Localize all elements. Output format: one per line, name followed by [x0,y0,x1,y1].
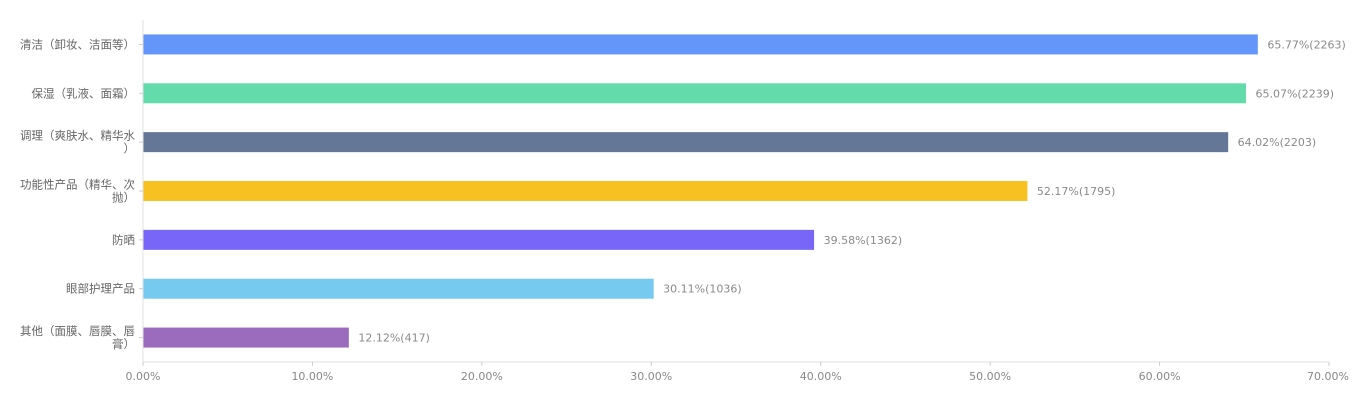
bar-1 [143,34,1258,55]
category-label-1: 清洁（卸妆、洁面等） [20,37,135,51]
category-labels: 清洁（卸妆、洁面等） 保湿（乳液、面霜） 调理（爽肤水、精华水） 功能性产品（精华、次… [20,37,135,351]
category-label-7-line-1: 其他（面膜、唇膜、唇 [20,324,135,338]
x-tick-label-0: 0.00% [126,370,161,383]
bar-3 [143,132,1229,153]
x-tick-label-7: 70.00% [1307,370,1349,383]
category-label-4-line-2: 抛） [112,191,135,205]
x-tick-label-1: 10.00% [291,370,333,383]
data-label-2: 65.07%(2239) [1255,87,1334,100]
bar-4 [143,181,1028,201]
x-tick-label-2: 20.00% [461,370,503,383]
bar-2 [143,83,1246,104]
axes [139,20,1329,363]
data-label-4: 52.17%(1795) [1037,185,1116,198]
x-tick-label-4: 40.00% [800,370,842,383]
x-tick-label-5: 50.00% [969,370,1011,383]
category-label-5: 防晒 [112,233,135,247]
data-label-7: 12.12%(417) [358,332,430,345]
x-tick-label-6: 60.00% [1139,370,1181,383]
data-label-6: 30.11%(1036) [663,283,742,296]
category-label-2: 保湿（乳液、面霜） [32,86,136,100]
data-label-5: 39.58%(1362) [824,234,903,247]
x-axis-ticks: 0.00% 10.00% 20.00% 30.00% 40.00% 50.00% 60.00… [126,362,1349,383]
bars [143,34,1258,348]
data-label-3: 64.02%(2203) [1238,136,1317,149]
bar-7 [143,327,349,348]
x-tick-label-3: 30.00% [630,370,672,383]
bar-6 [143,278,654,299]
bar-5 [143,229,815,250]
data-label-1: 65.77%(2263) [1267,38,1346,51]
category-label-3-line-2: ） [124,142,136,156]
data-labels: 65.77%(2263) 65.07%(2239) 64.02%(2203) 52.1… [358,38,1346,344]
category-label-4-line-1: 功能性产品（精华、次 [20,178,135,192]
category-label-7-line-2: 膏） [112,337,135,351]
category-label-6: 眼部护理产品 [66,282,135,296]
category-label-3-line-1: 调理（爽肤水、精华水 [20,129,135,143]
